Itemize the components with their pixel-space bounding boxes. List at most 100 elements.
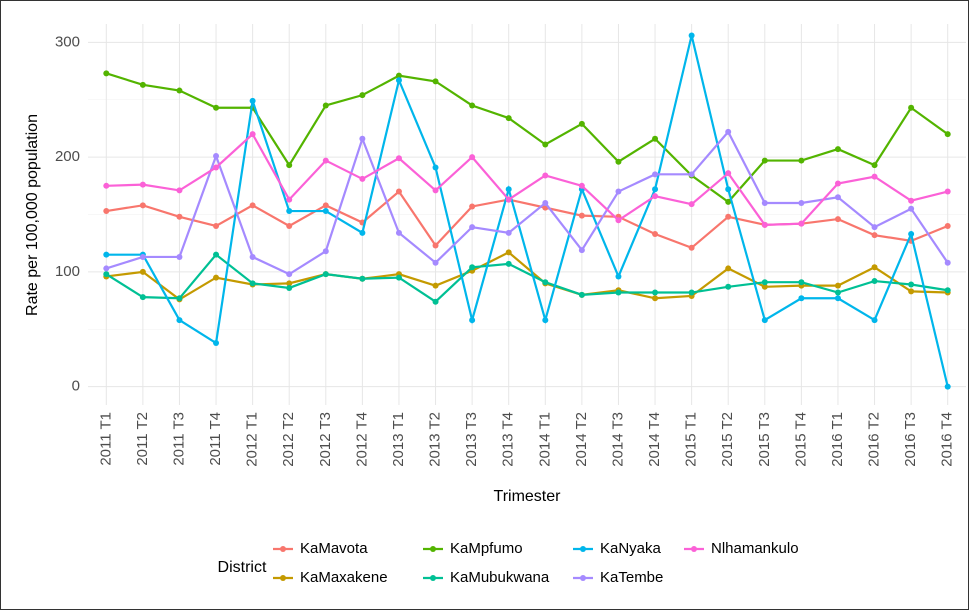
legend-label: KaMaxakene	[300, 569, 388, 586]
data-point	[103, 182, 110, 189]
legend-label: KaMavota	[300, 540, 368, 557]
x-tick-label: 2015 T1	[683, 412, 700, 467]
data-point	[944, 188, 951, 195]
data-point	[725, 170, 732, 177]
data-point	[176, 87, 183, 94]
data-point	[871, 264, 878, 271]
data-point	[176, 187, 183, 194]
data-point	[322, 271, 329, 278]
data-point	[286, 162, 293, 169]
data-point	[542, 279, 549, 286]
data-point	[359, 175, 366, 182]
data-point	[469, 203, 476, 210]
data-point	[908, 197, 915, 204]
data-point	[469, 224, 476, 231]
data-point	[871, 224, 878, 231]
data-point	[908, 104, 915, 111]
data-point	[908, 205, 915, 212]
x-tick-label: 2012 T1	[244, 412, 261, 467]
data-point	[871, 278, 878, 285]
data-point	[615, 188, 622, 195]
y-tick-label: 300	[55, 33, 80, 50]
data-point	[578, 182, 585, 189]
data-point	[798, 295, 805, 302]
legend-label: Nlhamankulo	[711, 540, 799, 557]
data-point	[103, 208, 110, 215]
x-tick-label: 2013 T4	[500, 412, 517, 467]
data-point	[834, 282, 841, 289]
x-tick-label: 2011 T2	[134, 412, 151, 466]
x-tick-label: 2016 T4	[939, 412, 956, 467]
data-point	[139, 268, 146, 275]
data-point	[286, 284, 293, 291]
x-tick-label: 2012 T3	[317, 412, 334, 467]
data-point	[688, 201, 695, 208]
data-point	[505, 115, 512, 122]
data-point	[469, 102, 476, 109]
data-point	[505, 260, 512, 267]
data-point	[322, 202, 329, 209]
data-point	[139, 202, 146, 209]
data-point	[578, 247, 585, 254]
data-point	[652, 186, 659, 193]
data-point	[908, 281, 915, 288]
data-point	[761, 200, 768, 207]
data-point	[944, 259, 951, 266]
data-point	[725, 265, 732, 272]
data-point	[834, 216, 841, 223]
data-point	[798, 200, 805, 207]
data-point	[615, 289, 622, 296]
legend-label: KaNyaka	[600, 540, 662, 557]
data-point	[725, 198, 732, 205]
data-point	[213, 274, 220, 281]
data-point	[688, 32, 695, 39]
x-tick-label: 2016 T1	[829, 412, 846, 467]
data-point	[359, 92, 366, 99]
data-point	[322, 248, 329, 255]
x-tick-label: 2012 T2	[280, 412, 297, 467]
data-point	[213, 164, 220, 171]
data-point	[432, 259, 439, 266]
series-line	[105, 72, 949, 204]
data-point	[798, 157, 805, 164]
data-point	[213, 222, 220, 229]
data-point	[652, 171, 659, 178]
data-point	[103, 265, 110, 272]
data-point	[834, 295, 841, 302]
data-point	[176, 317, 183, 324]
data-point	[432, 187, 439, 194]
data-point	[688, 289, 695, 296]
data-point	[615, 158, 622, 165]
data-point	[395, 229, 402, 236]
legend-key-point	[430, 575, 436, 581]
x-tick-label: 2011 T3	[170, 412, 187, 466]
data-point	[432, 78, 439, 85]
data-point	[834, 194, 841, 201]
legend-label: KaMpfumo	[450, 540, 523, 557]
data-point	[249, 202, 256, 209]
x-tick-label: 2011 T1	[97, 412, 114, 466]
legend-key-point	[580, 575, 586, 581]
data-point	[395, 274, 402, 281]
data-point	[469, 264, 476, 271]
data-point	[908, 288, 915, 295]
data-point	[688, 244, 695, 251]
data-point	[834, 289, 841, 296]
legend-title: District	[218, 559, 267, 576]
x-tick-label: 2016 T3	[902, 412, 919, 467]
series-line	[106, 132, 948, 226]
data-point	[395, 188, 402, 195]
data-point	[176, 253, 183, 260]
data-point	[542, 200, 549, 207]
x-tick-label: 2011 T4	[207, 412, 224, 466]
data-point	[871, 317, 878, 324]
data-point	[615, 273, 622, 280]
data-point	[871, 232, 878, 239]
data-point	[908, 231, 915, 238]
x-tick-label: 2015 T2	[719, 412, 736, 467]
data-point	[725, 186, 732, 193]
data-point	[761, 279, 768, 286]
data-point	[395, 72, 402, 79]
data-point	[761, 283, 768, 290]
